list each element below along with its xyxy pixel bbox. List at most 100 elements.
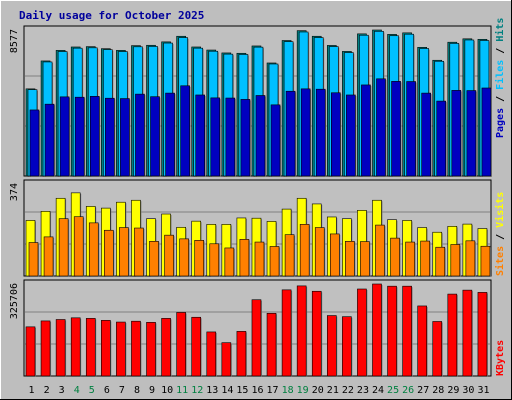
day-label-8: 8: [134, 385, 140, 396]
bar-kbytes: [281, 289, 292, 377]
bar-sites-day-12: [194, 240, 205, 277]
bar-sites-day-13: [209, 243, 220, 277]
bar-sites: [134, 227, 144, 277]
bar-pages: [346, 94, 356, 177]
bar-kbytes-day-10: [161, 318, 172, 377]
bar-kbytes: [221, 342, 232, 377]
bar-kbytes: [40, 320, 51, 377]
bar-sites: [345, 241, 355, 277]
bar-sites-day-14: [224, 247, 235, 277]
bar-pages: [59, 96, 70, 177]
series-separator: /: [495, 228, 506, 246]
bar-pages: [391, 81, 401, 177]
bar-sites: [43, 236, 54, 277]
panel-2: 374: [9, 179, 492, 277]
series-labels: Pages / Files / Hits Sites / Visits KBytes: [494, 18, 506, 376]
bar-kbytes-day-5: [85, 318, 97, 377]
day-label-20: 20: [312, 385, 324, 396]
bar-kbytes-day-30: [462, 289, 473, 377]
bar-kbytes-day-9: [146, 322, 157, 377]
bar-sites-day-8: [134, 227, 145, 277]
day-label-1: 1: [29, 385, 35, 396]
bar-pages-day-6: [105, 97, 116, 177]
bar-pages: [406, 81, 416, 177]
panel-max-label: 374: [9, 183, 20, 201]
day-label-28: 28: [432, 385, 444, 396]
panel-3: 325706: [9, 279, 492, 377]
bar-sites-day-28: [435, 246, 446, 277]
bar-pages: [89, 96, 100, 177]
bar-kbytes-day-17: [266, 312, 278, 377]
bar-kbytes: [101, 320, 111, 377]
bar-sites: [194, 240, 205, 277]
bar-sites: [119, 227, 129, 277]
series-separator: /: [495, 42, 506, 60]
bar-pages-day-22: [346, 94, 357, 177]
bar-kbytes: [266, 312, 277, 377]
bar-pages-day-7: [120, 98, 131, 177]
bar-kbytes-day-7: [116, 321, 127, 377]
bar-pages: [330, 92, 341, 177]
series-label-sites: Sites: [494, 246, 506, 276]
day-label-25: 25: [387, 385, 399, 396]
bar-sites-day-31: [480, 245, 491, 277]
series-label-visits: Visits: [494, 192, 506, 228]
panel-1: 8577: [9, 25, 492, 178]
bar-kbytes: [176, 312, 186, 377]
panel-max-label: 325706: [9, 283, 20, 319]
bar-sites-day-20: [314, 227, 326, 277]
bar-kbytes-day-16: [251, 299, 262, 377]
bar-pages-day-25: [391, 81, 402, 177]
bar-sites: [329, 233, 340, 277]
day-label-29: 29: [447, 385, 459, 396]
bar-sites-day-25: [390, 237, 401, 277]
bar-sites-day-15: [239, 239, 250, 277]
day-label-21: 21: [327, 385, 339, 396]
bar-kbytes: [372, 283, 382, 377]
bar-pages-day-16: [255, 95, 266, 177]
bar-sites-day-2: [43, 236, 55, 277]
bar-kbytes: [311, 290, 322, 377]
series-labels-panel-2: Sites / Visits: [494, 192, 506, 276]
bar-kbytes-day-19: [296, 285, 308, 377]
bar-pages: [361, 84, 371, 177]
bar-pages: [225, 97, 236, 177]
bar-sites-day-18: [284, 234, 296, 277]
bar-sites: [450, 244, 461, 277]
bar-pages: [120, 98, 130, 177]
series-label-pages: Pages: [495, 108, 506, 138]
bar-sites: [420, 240, 430, 277]
bar-pages-day-12: [195, 94, 206, 177]
bar-pages-day-28: [436, 100, 447, 177]
day-label-2: 2: [44, 385, 50, 396]
bar-pages-day-20: [315, 88, 327, 177]
bar-sites-day-6: [104, 229, 115, 277]
bar-sites-day-16: [254, 241, 265, 277]
bar-kbytes: [236, 331, 247, 377]
bar-sites-day-7: [119, 227, 130, 277]
bar-pages-day-4: [74, 96, 86, 177]
bar-kbytes: [326, 315, 337, 377]
day-label-3: 3: [59, 385, 65, 396]
bar-sites: [224, 247, 235, 277]
bar-sites: [209, 243, 220, 277]
bar-sites-day-26: [405, 241, 416, 277]
bar-sites: [149, 241, 159, 277]
bar-pages: [210, 97, 221, 177]
bar-sites: [375, 224, 385, 277]
day-label-24: 24: [372, 385, 384, 396]
bar-sites-day-11: [179, 238, 190, 277]
bar-kbytes: [432, 321, 443, 377]
day-labels: 1 2 3 4 5 6 7 8 9 10 11 12 13 14 15 16 17 18 19 20 21 22 23 24 2…: [29, 385, 490, 396]
bar-kbytes: [251, 299, 262, 377]
bar-pages-day-8: [135, 93, 146, 177]
bar-kbytes-day-14: [221, 342, 232, 377]
bar-pages: [240, 99, 251, 177]
bar-kbytes: [70, 317, 81, 377]
bar-pages: [74, 96, 85, 177]
bar-pages: [195, 94, 206, 177]
bar-kbytes-day-8: [131, 320, 142, 377]
bar-kbytes-day-20: [311, 290, 323, 377]
bar-kbytes-day-29: [447, 293, 458, 377]
bar-pages-day-30: [466, 90, 477, 177]
